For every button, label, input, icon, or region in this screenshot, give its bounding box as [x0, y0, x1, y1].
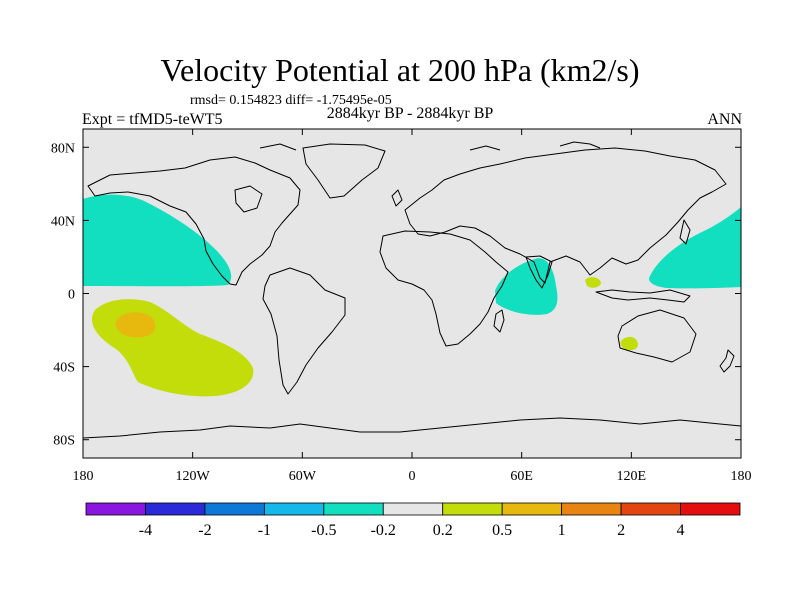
west-pacific-negative-region	[649, 207, 741, 289]
madagascar-coastline	[493, 309, 505, 333]
y-tick-label: 0	[68, 288, 75, 303]
colorbar-label: -0.2	[371, 522, 396, 539]
indochina-positive-region	[585, 277, 601, 288]
south-pacific-core-positive-region	[115, 312, 156, 338]
colorbar-label: -1	[258, 522, 271, 539]
colorbar-swatch	[382, 502, 444, 516]
colorbar-label: 4	[677, 522, 685, 539]
africa-coastline	[379, 230, 509, 347]
colorbar-label: 1	[558, 522, 566, 539]
colorbar: -4 -2 -1 -0.5 -0.2 0.2 0.5 1 2 4	[85, 502, 741, 539]
period-label: 2884kyr BP - 2884kyr BP	[326, 105, 494, 122]
colorbar-label: -0.5	[311, 522, 336, 539]
x-tick-label: 0	[409, 469, 416, 484]
y-tick-label: 80S	[53, 434, 75, 449]
north-pacific-negative-region	[83, 194, 232, 287]
australia-positive-region	[620, 336, 639, 351]
y-axis: 80N 40N 0 40S 80S	[51, 141, 741, 449]
australia-coastline	[617, 309, 697, 363]
x-tick-label: 180	[73, 469, 94, 484]
hudson-bay-coastline	[234, 185, 263, 213]
indian-ocean-negative-region	[495, 258, 558, 315]
maritime-continent-coastline	[595, 289, 691, 303]
colorbar-label: -2	[198, 522, 211, 539]
colorbar-swatch	[561, 502, 622, 516]
colorbar-swatch	[442, 502, 503, 516]
x-axis: 180 120W 60W 0 60E 120E 180	[73, 129, 752, 484]
colorbar-swatch	[323, 502, 384, 516]
experiment-label: Expt = tfMD5-teWT5	[82, 111, 223, 128]
new-zealand-coastline	[719, 349, 735, 373]
colorbar-swatch	[85, 502, 146, 516]
y-tick-label: 40S	[53, 361, 75, 376]
chart-title: Velocity Potential at 200 hPa (km2/s)	[160, 52, 640, 88]
y-tick-label: 80N	[51, 141, 75, 156]
colorbar-swatch	[501, 502, 563, 516]
x-tick-label: 60W	[289, 469, 317, 484]
x-tick-label: 120W	[176, 469, 211, 484]
x-tick-label: 120E	[617, 469, 647, 484]
colorbar-swatch	[263, 502, 325, 516]
colorbar-swatch	[620, 502, 681, 516]
arctic-islands-coastline	[259, 141, 601, 151]
japan-coastline	[679, 219, 691, 245]
antarctica-coastline	[83, 417, 741, 439]
eurasia-coastline	[404, 147, 727, 284]
colorbar-label: 0.2	[433, 522, 453, 539]
colorbar-swatch	[204, 502, 265, 516]
stats-label: rmsd= 0.154823 diff= -1.75495e-05	[190, 93, 392, 108]
greenland-coastline	[302, 143, 386, 199]
south-america-coastline	[262, 267, 346, 395]
colorbar-label: -4	[139, 522, 152, 539]
plot-background	[83, 129, 741, 458]
y-tick-label: 40N	[51, 214, 75, 229]
x-tick-label: 180	[731, 469, 752, 484]
colorbar-swatch	[680, 502, 741, 516]
colorbar-swatch	[145, 502, 206, 516]
india-coastline	[525, 255, 553, 289]
x-tick-label: 60E	[510, 469, 533, 484]
uk-coastline	[391, 189, 403, 207]
north-america-coastline	[87, 156, 301, 286]
colorbar-label: 2	[617, 522, 625, 539]
colorbar-label: 0.5	[492, 522, 512, 539]
season-label: ANN	[707, 111, 742, 128]
